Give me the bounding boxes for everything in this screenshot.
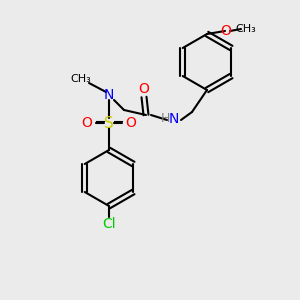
Text: S: S bbox=[104, 116, 114, 130]
Text: N: N bbox=[169, 112, 179, 126]
Text: N: N bbox=[104, 88, 114, 102]
Text: CH₃: CH₃ bbox=[236, 24, 256, 34]
Text: O: O bbox=[126, 116, 136, 130]
Text: CH₃: CH₃ bbox=[70, 74, 92, 84]
Text: O: O bbox=[82, 116, 92, 130]
Text: Cl: Cl bbox=[102, 217, 116, 231]
Text: H: H bbox=[160, 112, 170, 125]
Text: O: O bbox=[220, 24, 231, 38]
Text: O: O bbox=[139, 82, 149, 96]
